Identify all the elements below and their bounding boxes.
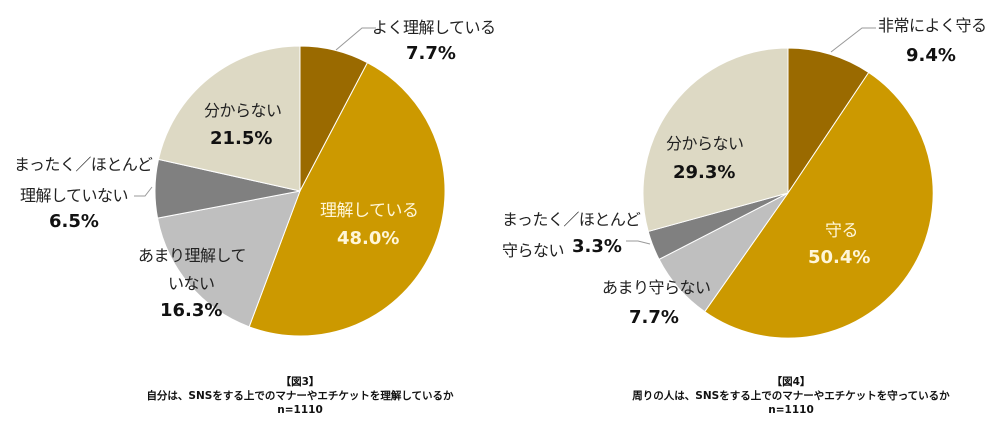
pct-left-not-at-all: 6.5% <box>49 211 99 232</box>
pct-left-not-much: 16.3% <box>160 300 223 321</box>
caption-figure-3-n: n=1110 <box>277 404 323 416</box>
label-right-not-at-all-line1: まったく／ほとんど <box>502 210 641 229</box>
leader-line-right-s3 <box>626 240 651 245</box>
leader-line-right-s0 <box>830 27 876 53</box>
pie-slice <box>156 190 301 328</box>
label-left-very-well-understand: よく理解している <box>372 18 496 37</box>
pie-slice <box>787 47 870 195</box>
label-left-understand: 理解している <box>320 201 419 221</box>
caption-figure-3-label: 【図3】 <box>280 376 320 388</box>
pct-right-dont-know: 29.3% <box>673 162 736 183</box>
pct-right-not-at-all: 3.3% <box>572 236 622 257</box>
label-left-not-much-line1: あまり理解して <box>138 246 247 265</box>
label-left-not-at-all-line1: まったく／ほとんど <box>14 155 153 174</box>
label-left-not-at-all-line2: 理解していない <box>20 186 129 205</box>
caption-figure-4: 【図4】 周りの人は、SNSをする上でのマナーやエチケットを守っているか n=1… <box>586 375 996 417</box>
caption-figure-4-label: 【図4】 <box>771 376 811 388</box>
pie-slice <box>642 47 789 233</box>
pie-slice <box>248 61 446 337</box>
caption-figure-3-title: 自分は、SNSをする上でのマナーやエチケットを理解しているか <box>146 390 454 402</box>
label-left-dont-know: 分からない <box>204 101 282 120</box>
label-right-very-well-observe: 非常によく守る <box>878 16 987 35</box>
caption-figure-4-title: 周りの人は、SNSをする上でのマナーやエチケットを守っているか <box>632 390 950 402</box>
pie-slice <box>704 71 934 339</box>
label-right-observe: 守る <box>825 221 859 241</box>
label-right-not-at-all-line2: 守らない <box>502 241 565 260</box>
pct-left-dont-know: 21.5% <box>210 128 273 149</box>
pct-left-very-well-understand: 7.7% <box>406 43 456 64</box>
pie-slice <box>157 45 301 192</box>
leader-line-left-s3 <box>134 186 153 197</box>
label-right-not-much: あまり守らない <box>602 278 711 297</box>
pct-right-very-well-observe: 9.4% <box>906 45 956 66</box>
label-left-not-much-line2: いない <box>168 274 215 293</box>
pie-chart-understanding <box>154 45 446 337</box>
pct-left-understand: 48.0% <box>337 228 400 249</box>
pie-chart-others-observe <box>642 47 934 339</box>
label-right-dont-know: 分からない <box>666 134 744 153</box>
caption-figure-3: 【図3】 自分は、SNSをする上でのマナーやエチケットを理解しているか n=11… <box>100 375 500 417</box>
pct-right-not-much: 7.7% <box>629 307 679 328</box>
leader-line-left-s0 <box>335 27 376 51</box>
caption-figure-4-n: n=1110 <box>768 404 814 416</box>
pct-right-observe: 50.4% <box>808 247 871 268</box>
